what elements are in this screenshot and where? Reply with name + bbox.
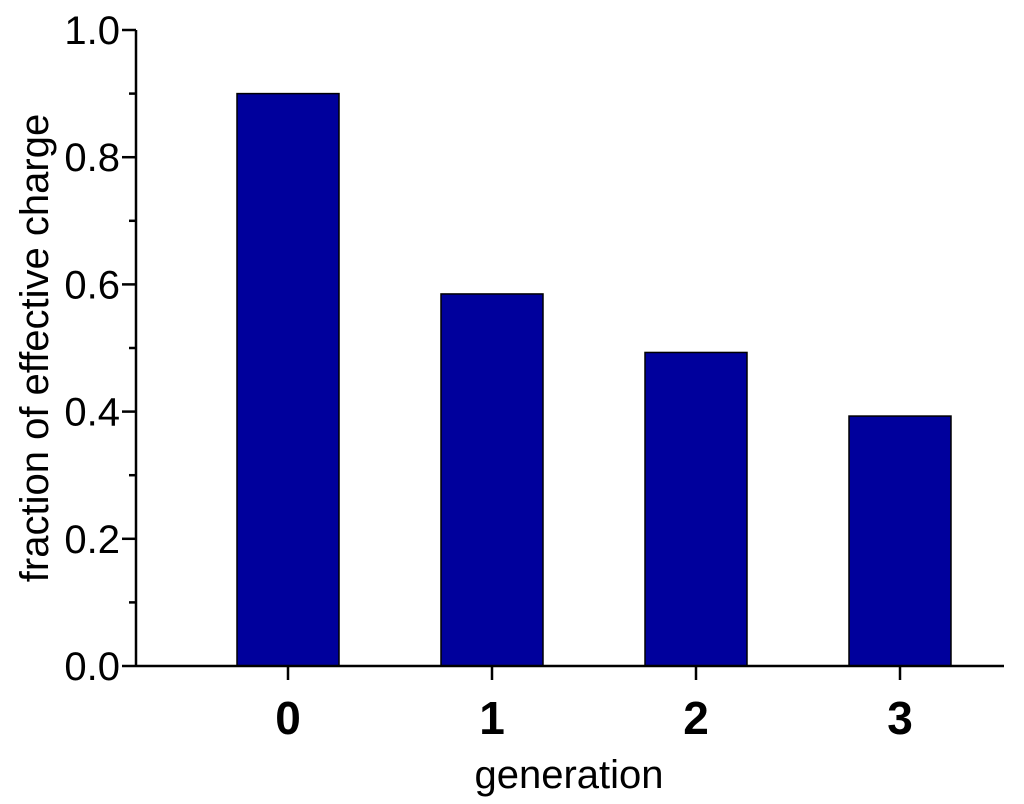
x-tick-label: 0 (275, 692, 301, 744)
y-ticks-group: 0.0 0.2 0.4 0.6 0.8 1.0 (64, 9, 136, 689)
x-ticks-group: 0 1 2 3 (275, 666, 913, 744)
x-tick-label: 1 (479, 692, 505, 744)
y-tick-label: 0.6 (64, 263, 120, 307)
y-tick-label: 0.0 (64, 645, 120, 689)
bar-0 (236, 92, 340, 667)
y-tick-label: 0.8 (64, 136, 120, 180)
y-tick-label: 0.4 (64, 391, 120, 435)
bar-1 (440, 293, 544, 667)
plot-area: 0.0 0.2 0.4 0.6 0.8 1.0 0 1 2 3 (64, 9, 1004, 744)
bar-3 (848, 415, 952, 667)
y-axis-label: fraction of effective charge (13, 114, 57, 582)
x-tick-label: 3 (887, 692, 913, 744)
y-tick-label: 0.2 (64, 518, 120, 562)
x-axis-label: generation (474, 753, 663, 797)
y-tick-label: 1.0 (64, 9, 120, 53)
x-tick-label: 2 (683, 692, 709, 744)
bar-2 (644, 351, 748, 667)
bars-group (236, 92, 952, 667)
